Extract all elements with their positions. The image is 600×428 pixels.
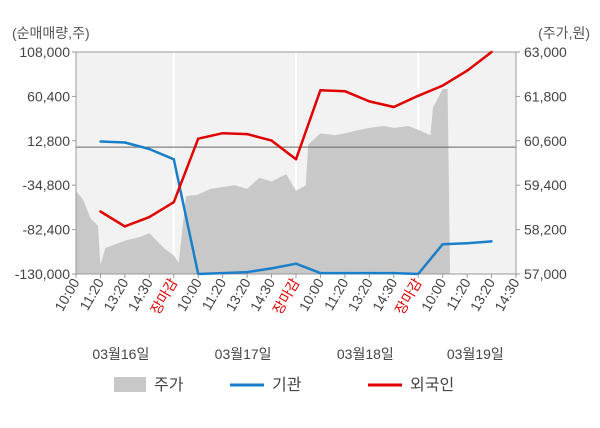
- right-tick-label-5: 57,000: [524, 266, 567, 282]
- foreign-point-11: [368, 100, 371, 103]
- institution-point-10: [343, 271, 347, 275]
- foreign-point-2: [148, 215, 151, 219]
- x-axis: 10:0011:2013:2014:30장마감10:0011:2013:2014…: [51, 274, 523, 317]
- foreign-point-10: [343, 89, 347, 93]
- institution-point-5: [221, 271, 224, 275]
- legend: 주가 기관 외국인: [114, 376, 454, 394]
- foreign-point-5: [221, 131, 224, 135]
- left-tick-label-4: -82,400: [23, 222, 71, 238]
- foreign-point-12: [392, 105, 395, 109]
- right-tick-label-0: 63,000: [524, 44, 567, 60]
- right-tick-label-2: 60,600: [524, 133, 567, 149]
- institution-point-16: [490, 240, 493, 243]
- day-label-1: 03월17일: [215, 346, 272, 362]
- x-tick-label-5: 10:00: [173, 275, 204, 314]
- legend-label-price: 주가: [154, 376, 184, 394]
- legend-label-foreign: 외국인: [410, 376, 454, 394]
- institution-point-1: [123, 141, 127, 144]
- right-tick-label-4: 58,200: [524, 222, 567, 238]
- foreign-point-3: [172, 200, 175, 204]
- left-tick-label-1: 60,400: [27, 88, 70, 104]
- foreign-point-9: [319, 89, 322, 92]
- foreign-point-7: [270, 139, 273, 142]
- left-tick-label-3: -34,800: [23, 177, 71, 193]
- foreign-point-1: [123, 225, 127, 228]
- x-tick-label-18: 14:30: [491, 275, 522, 314]
- institution-point-3: [172, 158, 175, 161]
- day-label-0: 03월16일: [92, 346, 149, 362]
- foreign-point-13: [417, 94, 420, 98]
- legend-item-foreign: 외국인: [368, 376, 454, 394]
- institution-point-15: [465, 242, 469, 245]
- institution-point-0: [99, 140, 102, 143]
- legend-label-institution: 기관: [272, 376, 302, 394]
- x-tick-label-10: 10:00: [296, 275, 327, 314]
- foreign-point-16: [490, 50, 493, 54]
- legend-swatch-price: [114, 377, 146, 392]
- left-axis-unit: (순매매량,주): [12, 25, 90, 41]
- price-area: [76, 89, 450, 274]
- foreign-point-14: [441, 84, 444, 87]
- legend-item-price: 주가: [114, 376, 184, 394]
- institution-point-12: [392, 271, 395, 275]
- institution-point-8: [294, 262, 298, 265]
- left-tick-label-0: 108,000: [19, 44, 70, 60]
- foreign-point-8: [294, 158, 298, 161]
- left-tick-label-2: 12,800: [27, 133, 70, 149]
- right-tick-label-1: 61,800: [524, 88, 567, 104]
- institution-point-14: [441, 242, 444, 246]
- institution-point-6: [245, 270, 249, 274]
- foreign-point-15: [465, 69, 469, 72]
- foreign-point-0: [99, 210, 102, 213]
- plot-area: [75, 50, 517, 276]
- x-tick-label-15: 10:00: [418, 275, 449, 314]
- institution-point-9: [319, 271, 322, 275]
- foreign-point-4: [197, 137, 200, 140]
- left-axis: 108,000 60,400 12,800 -34,800 -82,400 -130,00…: [15, 44, 76, 282]
- foreign-point-6: [245, 132, 249, 136]
- institution-point-2: [148, 147, 151, 151]
- right-axis: 63,000 61,800 60,600 59,400 58,200 57,000: [516, 44, 567, 282]
- institution-point-11: [368, 271, 371, 275]
- left-tick-label-5: -130,000: [15, 266, 70, 282]
- day-labels: 03월16일 03월17일 03월18일 03월19일: [92, 346, 503, 362]
- institution-point-7: [270, 267, 273, 270]
- right-tick-label-3: 59,400: [524, 177, 567, 193]
- legend-item-institution: 기관: [230, 376, 302, 394]
- day-label-3: 03월19일: [447, 346, 504, 362]
- right-axis-unit: (주가,원): [538, 25, 590, 41]
- day-label-2: 03월18일: [337, 346, 394, 362]
